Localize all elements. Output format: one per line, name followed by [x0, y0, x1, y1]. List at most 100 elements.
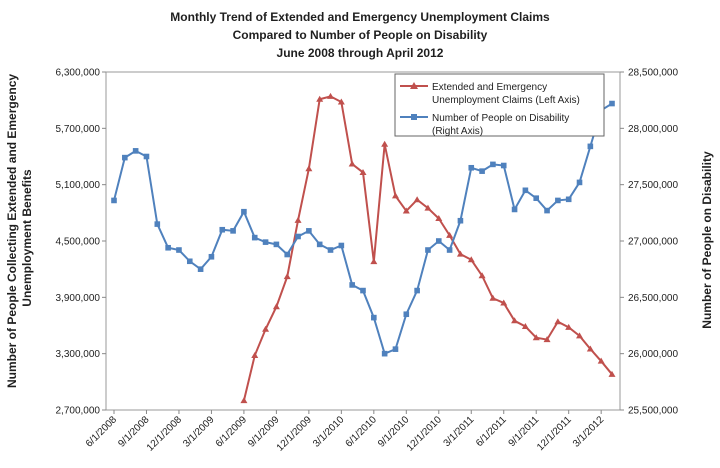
data-point-disability	[457, 217, 464, 224]
x-tick-label: 12/1/2011	[535, 414, 574, 453]
data-point-disability	[219, 226, 226, 233]
data-point-disability	[241, 208, 247, 215]
data-point-unemployment	[511, 317, 519, 324]
data-point-disability	[327, 247, 334, 253]
data-point-disability	[511, 206, 518, 213]
data-point-unemployment	[478, 272, 486, 279]
data-point-unemployment	[294, 216, 302, 223]
left-tick-label: 6,300,000	[56, 68, 101, 79]
data-point-disability	[176, 247, 182, 253]
data-point-disability	[349, 282, 355, 288]
data-point-disability	[446, 247, 453, 253]
chart-title-line-1: Monthly Trend of Extended and Emergency …	[170, 10, 550, 24]
data-point-disability	[435, 238, 442, 244]
data-point-disability	[165, 244, 171, 251]
data-point-disability	[262, 239, 269, 245]
x-tick-label: 3/1/2010	[311, 414, 347, 450]
data-point-disability	[544, 207, 550, 214]
data-point-unemployment	[327, 92, 335, 99]
legend-marker-disability	[411, 114, 417, 120]
data-point-disability	[273, 241, 280, 248]
left-tick-label: 3,300,000	[56, 349, 101, 360]
legend-label-disability-line-1: Number of People on Disability	[432, 113, 569, 124]
data-point-disability	[479, 168, 485, 174]
data-point-unemployment	[446, 231, 454, 238]
data-point-unemployment	[348, 160, 356, 167]
x-axis: 6/1/20089/1/200812/1/20083/1/20096/1/200…	[84, 410, 607, 454]
data-point-unemployment	[424, 204, 432, 211]
data-point-disability	[490, 161, 496, 168]
right-tick-label: 25,500,000	[628, 406, 678, 417]
data-point-disability	[533, 195, 540, 201]
data-point-unemployment	[262, 325, 270, 332]
data-point-disability	[500, 162, 507, 169]
chart-title-line-3: June 2008 through April 2012	[276, 46, 444, 60]
data-point-disability	[403, 311, 410, 318]
legend-box	[394, 73, 605, 137]
data-point-unemployment	[413, 196, 421, 203]
right-axis-title: Number of People on Disability	[700, 151, 714, 329]
data-point-unemployment	[532, 334, 540, 341]
data-point-unemployment	[543, 336, 551, 343]
x-tick-label: 3/1/2009	[181, 414, 217, 450]
chart-title-line-2: Compared to Number of People on Disabili…	[232, 28, 488, 42]
data-point-unemployment	[467, 256, 475, 263]
right-tick-label: 26,000,000	[628, 349, 678, 360]
left-tick-label: 3,900,000	[56, 293, 101, 304]
data-point-disability	[306, 228, 312, 234]
legend-marker-unemployment	[410, 82, 418, 89]
x-tick-label: 6/1/2010	[344, 414, 380, 450]
x-tick-label: 6/1/2011	[474, 414, 509, 449]
data-point-disability	[576, 179, 583, 186]
data-point-disability	[555, 197, 561, 204]
left-axis-title-line-1: Number of People Collecting Extended and…	[5, 73, 19, 388]
data-point-unemployment	[316, 95, 324, 102]
data-point-unemployment	[597, 357, 605, 364]
right-axis: 25,500,000 26,000,000 26,500,000 27,000,000…	[620, 68, 678, 417]
x-tick-label: 3/1/2011	[442, 414, 477, 449]
data-point-disability	[565, 196, 572, 203]
data-point-disability	[154, 221, 161, 227]
data-point-unemployment	[576, 332, 584, 339]
data-point-disability	[371, 314, 377, 321]
series-layer	[111, 92, 616, 404]
data-point-disability	[132, 148, 139, 154]
data-point-unemployment	[521, 322, 529, 329]
data-point-unemployment	[240, 397, 248, 404]
left-axis-title-line-2: Unemployment Benefits	[20, 169, 34, 307]
right-tick-label: 26,500,000	[628, 293, 678, 304]
data-point-disability	[197, 266, 204, 272]
data-point-unemployment	[435, 214, 443, 221]
data-point-disability	[122, 154, 128, 161]
data-point-unemployment	[391, 192, 399, 199]
left-tick-label: 5,100,000	[56, 180, 101, 191]
data-point-disability	[414, 287, 420, 294]
data-point-disability	[587, 143, 594, 150]
data-point-unemployment	[402, 207, 410, 214]
data-point-disability	[425, 247, 431, 253]
right-tick-label: 27,000,000	[628, 237, 678, 248]
data-point-disability	[111, 197, 117, 204]
legend-label-unemployment-line-1: Extended and Emergency	[432, 82, 547, 93]
left-axis-title: Number of People Collecting Extended and…	[5, 73, 35, 388]
left-tick-label: 4,500,000	[56, 237, 101, 248]
data-point-disability	[468, 164, 475, 171]
data-point-disability	[522, 187, 529, 194]
left-tick-label: 2,700,000	[56, 406, 101, 417]
data-point-disability	[338, 242, 345, 249]
data-point-unemployment	[283, 273, 291, 280]
legend-label-disability-line-2: (Right Axis)	[432, 126, 483, 137]
right-tick-label: 28,500,000	[628, 68, 678, 79]
data-point-unemployment	[251, 352, 259, 359]
data-point-unemployment	[489, 294, 497, 301]
data-point-disability	[208, 253, 215, 260]
data-point-disability	[392, 346, 399, 352]
x-tick-label: 6/1/2008	[84, 414, 120, 450]
legend-label-unemployment-line-2: Unemployment Claims (Left Axis)	[432, 95, 580, 106]
data-point-disability	[609, 100, 615, 107]
data-point-disability	[284, 251, 291, 258]
data-point-disability	[360, 287, 366, 294]
data-point-unemployment	[305, 165, 313, 172]
left-axis: 2,700,000 3,300,000 3,900,000 4,500,000 5,10…	[56, 68, 106, 417]
